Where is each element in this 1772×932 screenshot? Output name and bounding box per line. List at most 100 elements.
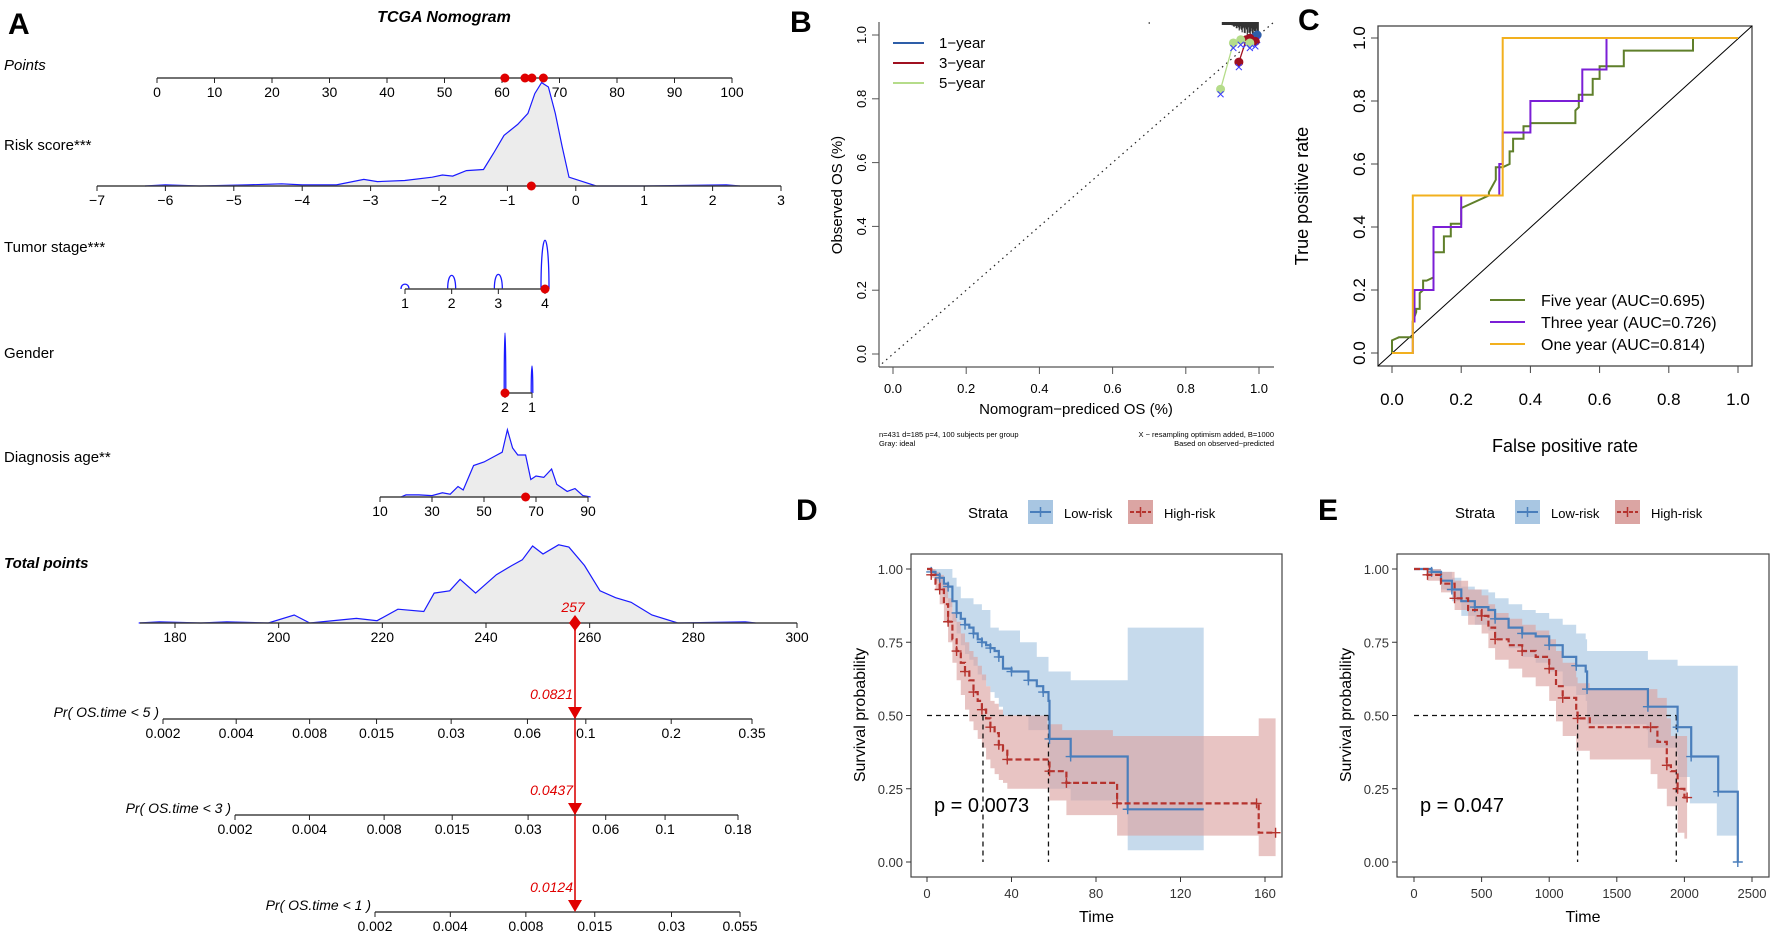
survival-curve (927, 567, 1276, 834)
footnote: Gray: ideal (879, 439, 916, 448)
legend-title: Strata (968, 505, 1009, 522)
censor-mark (985, 722, 996, 733)
y-tick-label: 0.25 (1364, 782, 1389, 797)
censor-mark (1065, 751, 1076, 762)
value-marker (538, 73, 548, 83)
censor-mark (960, 666, 971, 677)
optimism-cross (1217, 90, 1224, 98)
tick-label: 90 (580, 503, 596, 519)
panel-letter-a: A (8, 8, 30, 41)
legend-label: Five year (AUC=0.695) (1541, 293, 1705, 310)
density-spike (540, 239, 550, 290)
censor-mark (1422, 569, 1433, 580)
tick-label: 100 (720, 84, 744, 100)
tick-label: 0.055 (722, 918, 757, 932)
censor-mark (1270, 827, 1281, 838)
tick-label: 1 (640, 192, 648, 208)
censor-mark (1544, 663, 1555, 674)
tick-label: −7 (89, 192, 105, 208)
tick-label: 0.004 (219, 725, 254, 741)
nomogram-row: Points 0 10 20 30 40 50 60 70 80 90 100 (4, 57, 744, 100)
tick-label: −2 (431, 192, 447, 208)
tick-label: 0.004 (433, 918, 468, 932)
y-tick-label: 0.50 (878, 709, 903, 724)
tick-label: 0.1 (655, 821, 675, 837)
nomogram-row: Pr( OS.time < 5 ) 0.002 0.004 0.008 0.015 0.0… (54, 686, 766, 741)
tick-label: 10 (372, 503, 388, 519)
y-tick-label: 0.25 (878, 782, 903, 797)
nomogram-row: Tumor stage*** 1 2 3 4 (4, 239, 550, 311)
x-tick-label: 0.4 (1519, 390, 1543, 409)
panel-e-km: E Strata Low-risk High-risk 0.00 0.25 0.50 0.75… (1318, 494, 1770, 926)
x-tick-label: 120 (1170, 886, 1192, 901)
row-label: Gender (4, 345, 54, 362)
y-axis-label: Survival probability (1338, 648, 1355, 782)
censor-mark (1023, 675, 1034, 686)
density-curve (400, 427, 591, 498)
censor-mark (934, 572, 945, 583)
tick-label: 0.002 (217, 821, 252, 837)
censor-mark (968, 687, 979, 698)
censor-mark (1038, 687, 1049, 698)
tick-label: 0.1 (576, 725, 596, 741)
censor-mark (1672, 722, 1683, 733)
roc-curve (1392, 37, 1738, 354)
density-spike (493, 273, 503, 290)
tick-label: 2 (448, 295, 456, 311)
probability-marker (568, 900, 582, 912)
tick-label: 220 (371, 629, 395, 645)
confidence-band (1414, 569, 1688, 839)
value-marker (526, 181, 536, 191)
optimism-cross (1237, 41, 1245, 49)
censor-mark (1002, 754, 1013, 765)
tick-label: 3 (494, 295, 502, 311)
x-tick-label: 160 (1254, 886, 1276, 901)
tick-label: 30 (322, 84, 338, 100)
ideal-line (881, 21, 1275, 365)
x-tick-label: 500 (1471, 886, 1493, 901)
x-tick-label: 1000 (1535, 886, 1564, 901)
tick-label: 3 (777, 192, 785, 208)
legend-label: Low-risk (1551, 506, 1600, 521)
tick-label: 0 (572, 192, 580, 208)
censor-mark (993, 739, 1004, 750)
marker-label: 257 (560, 599, 586, 615)
value-marker (500, 73, 510, 83)
nomogram-row: Total points 180 200 220 240 260 280 300 257 (4, 544, 809, 645)
censor-mark (1112, 798, 1123, 809)
panel-letter-d: D (796, 494, 818, 527)
x-tick-label: 0.4 (1030, 381, 1048, 396)
x-tick-label: 2500 (1738, 886, 1767, 901)
censor-mark (976, 704, 987, 715)
x-axis-label: Nomogram−prediced OS (%) (979, 401, 1173, 418)
tick-label: 0 (153, 84, 161, 100)
tick-label: 0.015 (435, 821, 470, 837)
roc-curve (1392, 37, 1738, 354)
tick-label: 0.015 (577, 918, 612, 932)
x-axis-label: False positive rate (1492, 436, 1638, 456)
plot-frame (1377, 25, 1753, 367)
censor-mark (1582, 684, 1593, 695)
censor-mark (976, 637, 987, 648)
x-axis-label: Time (1566, 909, 1601, 926)
value-marker (500, 388, 510, 398)
tick-label: 180 (163, 629, 187, 645)
x-tick-label: 2000 (1670, 886, 1699, 901)
censor-mark (1490, 634, 1501, 645)
tick-label: −1 (499, 192, 515, 208)
marker-label: 0.0124 (530, 879, 573, 895)
probability-marker (568, 707, 582, 719)
tick-label: −3 (363, 192, 379, 208)
censor-mark (960, 619, 971, 630)
legend-label: High-risk (1164, 506, 1216, 521)
x-tick-label: 1500 (1602, 886, 1631, 901)
censor-mark (1006, 666, 1017, 677)
tick-label: 2 (709, 192, 717, 208)
y-axis-label: Survival probability (852, 648, 869, 782)
tick-label: 40 (379, 84, 395, 100)
censor-mark (1682, 792, 1693, 803)
censor-mark (993, 651, 1004, 662)
censor-mark (934, 584, 945, 595)
tick-label: 1 (528, 399, 536, 415)
density-spike (447, 274, 457, 290)
